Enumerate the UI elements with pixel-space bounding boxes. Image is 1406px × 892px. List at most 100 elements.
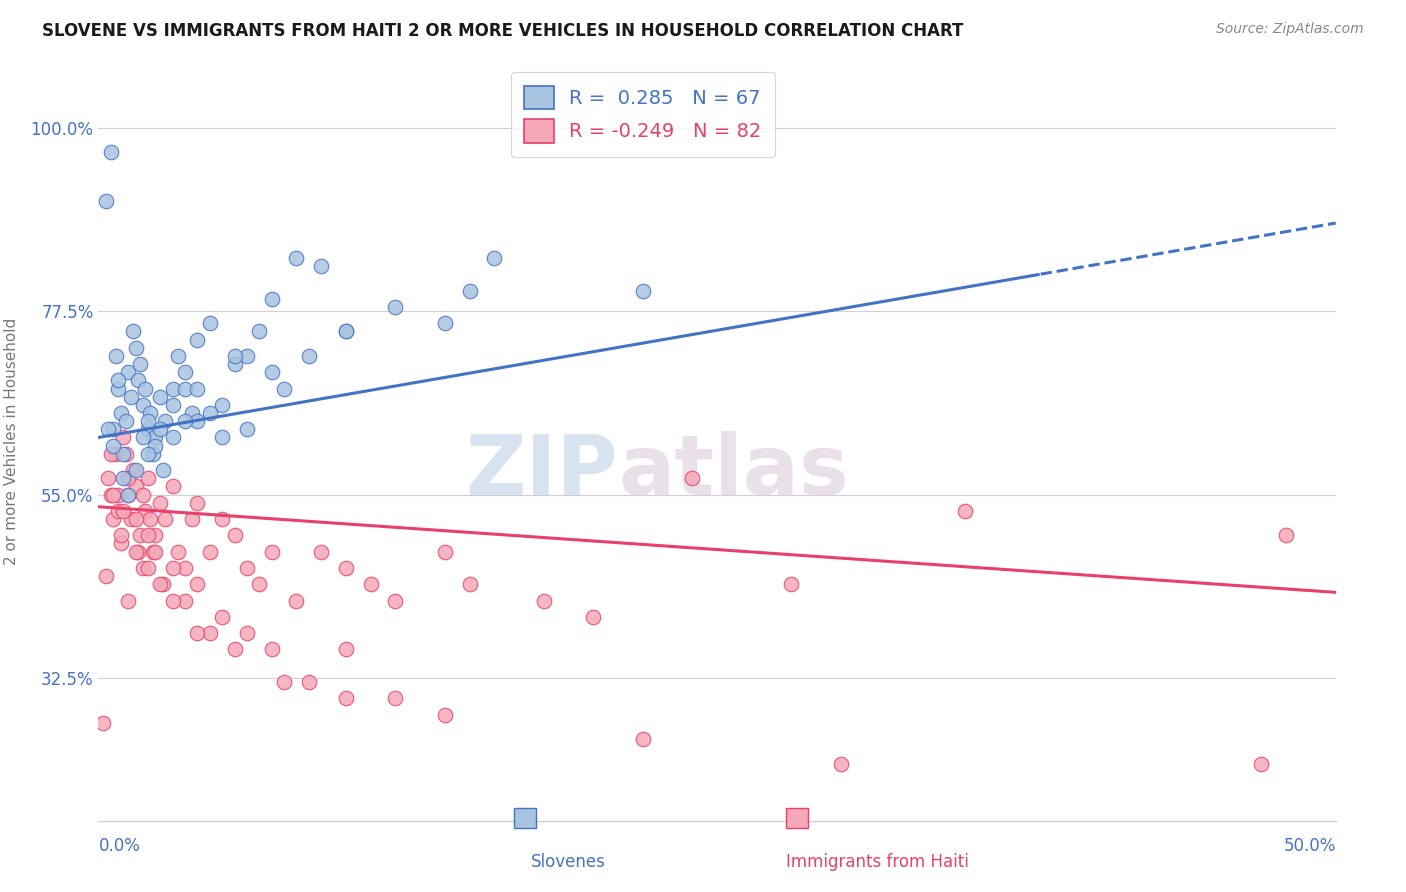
Point <box>124 479 146 493</box>
Point <box>134 504 156 518</box>
Point <box>152 463 174 477</box>
Point <box>247 577 270 591</box>
Point <box>122 325 145 339</box>
Point <box>384 691 406 706</box>
Point <box>139 512 162 526</box>
Point <box>224 357 246 371</box>
Point <box>117 487 139 501</box>
Point <box>136 528 159 542</box>
Point <box>484 251 506 265</box>
Point <box>127 544 149 558</box>
Point <box>247 325 270 339</box>
Point <box>155 512 177 526</box>
Point <box>198 406 221 420</box>
Point <box>174 365 197 379</box>
Point <box>127 373 149 387</box>
Point <box>181 406 204 420</box>
Point <box>139 406 162 420</box>
Point <box>335 691 357 706</box>
Point <box>152 577 174 591</box>
Legend: R =  0.285   N = 67, R = -0.249   N = 82: R = 0.285 N = 67, R = -0.249 N = 82 <box>510 72 775 157</box>
Point <box>273 382 295 396</box>
Point <box>97 471 120 485</box>
Point <box>132 561 155 575</box>
Text: 0.0%: 0.0% <box>98 837 141 855</box>
Point <box>94 194 117 208</box>
Point <box>198 544 221 558</box>
Point <box>136 447 159 461</box>
Point <box>143 439 166 453</box>
Text: ZIP: ZIP <box>465 432 619 512</box>
Point <box>433 316 456 330</box>
Point <box>114 447 136 461</box>
Point <box>143 544 166 558</box>
Point <box>224 528 246 542</box>
Point <box>953 504 976 518</box>
Point <box>360 577 382 591</box>
Point <box>533 593 555 607</box>
Point <box>94 569 117 583</box>
Point <box>107 382 129 396</box>
Point <box>149 390 172 404</box>
Point <box>1250 756 1272 771</box>
Point <box>236 349 259 363</box>
Point <box>100 487 122 501</box>
Point <box>132 430 155 444</box>
Point <box>681 471 703 485</box>
Point <box>162 398 184 412</box>
Point <box>174 382 197 396</box>
Point <box>107 487 129 501</box>
Point <box>780 577 803 591</box>
Point <box>186 577 208 591</box>
Point <box>129 528 152 542</box>
Point <box>149 577 172 591</box>
Point <box>117 593 139 607</box>
Point <box>110 528 132 542</box>
Point <box>112 504 135 518</box>
Point <box>129 357 152 371</box>
Point <box>384 593 406 607</box>
Point <box>114 414 136 428</box>
Point <box>186 382 208 396</box>
Point <box>132 398 155 412</box>
Text: SLOVENE VS IMMIGRANTS FROM HAITI 2 OR MORE VEHICLES IN HOUSEHOLD CORRELATION CHA: SLOVENE VS IMMIGRANTS FROM HAITI 2 OR MO… <box>42 22 963 40</box>
Point <box>174 593 197 607</box>
Point <box>136 561 159 575</box>
Point <box>112 430 135 444</box>
Point <box>104 447 127 461</box>
Point <box>162 593 184 607</box>
Point <box>335 325 357 339</box>
Point <box>273 675 295 690</box>
Point <box>198 316 221 330</box>
Point <box>103 512 125 526</box>
Point <box>260 365 283 379</box>
Point <box>631 284 654 298</box>
Point <box>107 504 129 518</box>
Point <box>224 349 246 363</box>
Point <box>136 471 159 485</box>
Point <box>142 447 165 461</box>
Point <box>166 349 188 363</box>
Text: 50.0%: 50.0% <box>1284 837 1336 855</box>
Text: Immigrants from Haiti: Immigrants from Haiti <box>786 854 969 871</box>
Point <box>211 610 233 624</box>
Point <box>155 414 177 428</box>
Point <box>335 325 357 339</box>
Point <box>186 626 208 640</box>
Point <box>260 544 283 558</box>
Point <box>110 406 132 420</box>
Text: Slovenes: Slovenes <box>531 854 606 871</box>
Point <box>211 430 233 444</box>
Point <box>134 382 156 396</box>
Point <box>110 536 132 550</box>
Point <box>211 398 233 412</box>
Point <box>384 300 406 314</box>
Point <box>143 528 166 542</box>
Point <box>120 390 142 404</box>
Point <box>136 414 159 428</box>
Point <box>582 610 605 624</box>
Point <box>124 512 146 526</box>
Point <box>285 251 308 265</box>
Point <box>124 544 146 558</box>
Point <box>100 145 122 160</box>
